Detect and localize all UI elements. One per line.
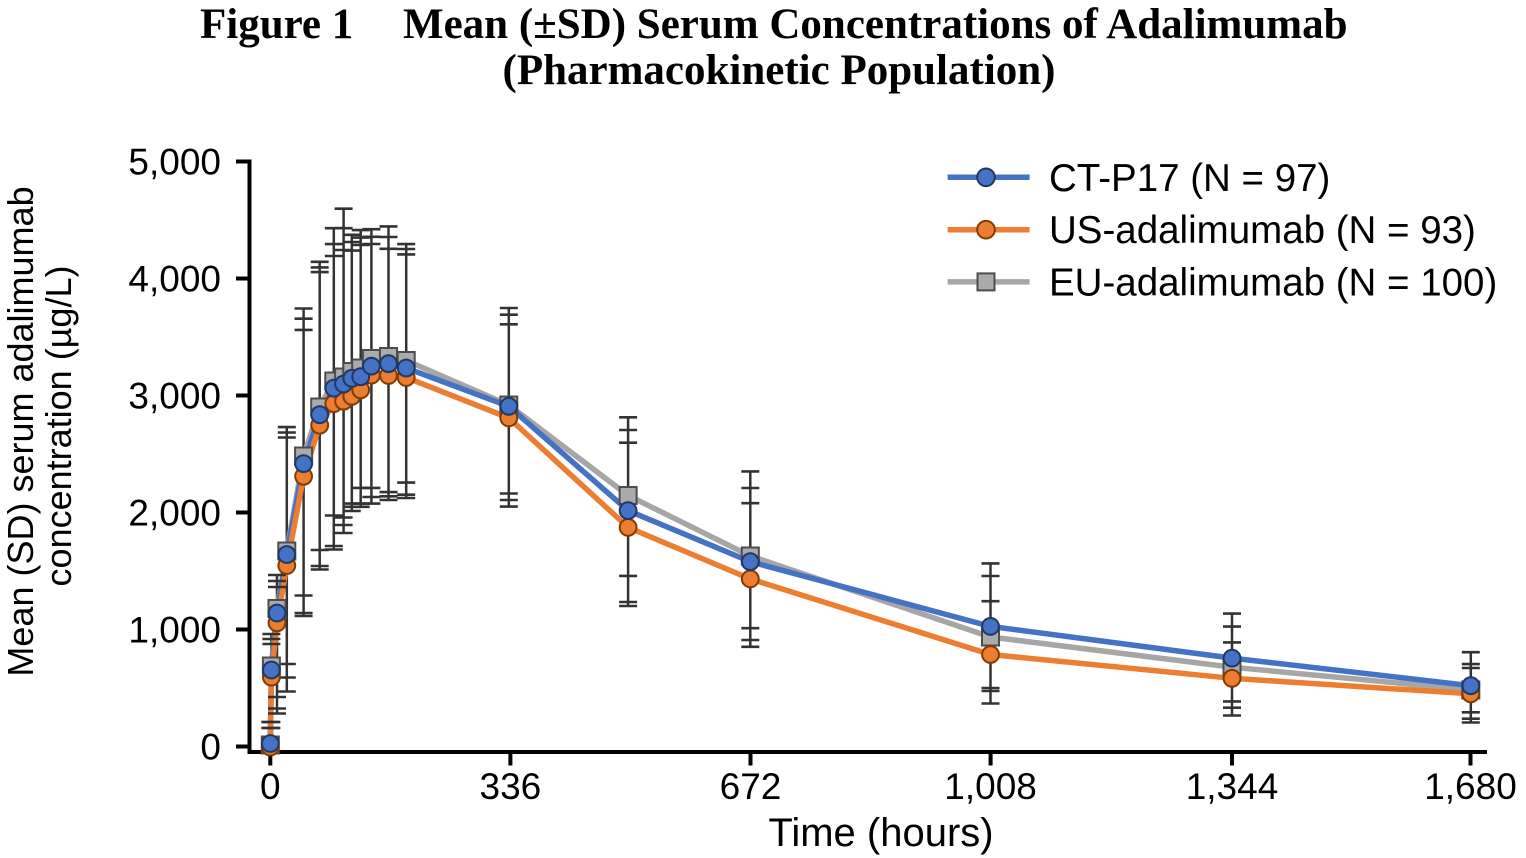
svg-text:4,000: 4,000 [128, 259, 221, 300]
svg-text:concentration (µg/L): concentration (µg/L) [38, 266, 79, 587]
svg-text:US-adalimumab (N = 93): US-adalimumab (N = 93) [1049, 209, 1476, 252]
svg-text:2,000: 2,000 [128, 493, 221, 534]
svg-text:Time (hours): Time (hours) [768, 811, 993, 855]
svg-text:0: 0 [200, 727, 221, 768]
svg-text:3,000: 3,000 [128, 376, 221, 417]
svg-text:Mean (±SD) Serum Concentration: Mean (±SD) Serum Concentrations of Adali… [403, 1, 1348, 48]
svg-text:Mean (SD) serum adalimumab: Mean (SD) serum adalimumab [0, 186, 41, 676]
svg-text:EU-adalimumab (N = 100): EU-adalimumab (N = 100) [1049, 261, 1497, 304]
svg-text:Figure 1: Figure 1 [200, 1, 353, 48]
svg-text:0: 0 [260, 766, 281, 807]
svg-text:336: 336 [480, 766, 542, 807]
svg-text:(Pharmacokinetic Population): (Pharmacokinetic Population) [503, 47, 1056, 94]
svg-text:1,000: 1,000 [128, 610, 221, 651]
svg-text:1,008: 1,008 [944, 766, 1037, 807]
svg-text:CT-P17 (N = 97): CT-P17 (N = 97) [1049, 157, 1330, 200]
svg-text:1,680: 1,680 [1424, 766, 1517, 807]
svg-text:672: 672 [720, 766, 782, 807]
svg-text:1,344: 1,344 [1186, 766, 1279, 807]
svg-text:5,000: 5,000 [128, 142, 221, 183]
